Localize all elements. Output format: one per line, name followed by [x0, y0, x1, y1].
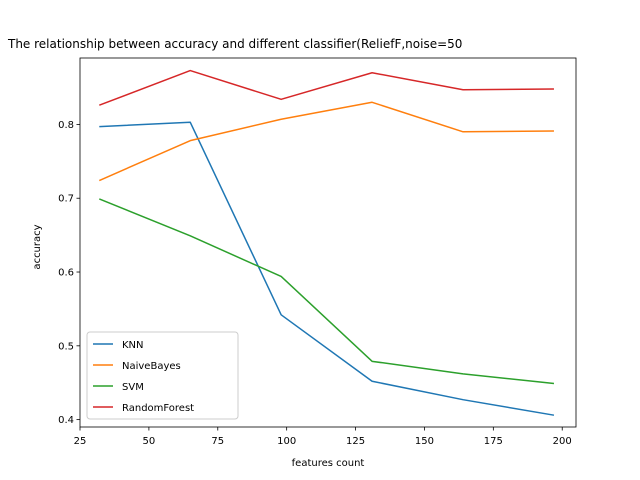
legend-label-naivebayes: NaiveBayes	[122, 361, 181, 372]
legend-box	[86, 331, 239, 420]
y-axis-title: accuracy	[32, 224, 43, 269]
x-tick-label: 50	[143, 436, 156, 447]
series-line-naivebayes	[98, 101, 554, 182]
series-line-randomforest	[99, 69, 554, 106]
y-tick-label: 0.5	[58, 341, 74, 352]
x-axis-title: features count	[292, 458, 365, 469]
x-tick-label: 25	[74, 436, 87, 447]
x-tick-label: 150	[415, 436, 434, 447]
x-tick-label: 100	[277, 436, 296, 447]
y-tick-label: 0.6	[58, 268, 74, 279]
x-tick-label: 175	[484, 436, 503, 447]
x-tick-label: 125	[346, 436, 365, 447]
y-tick-label: 0.8	[58, 120, 74, 131]
axes-frame	[79, 57, 577, 428]
legend-label-svm: SVM	[122, 382, 144, 393]
x-tick-label: 75	[211, 436, 224, 447]
legend-label-randomforest: RandomForest	[122, 403, 194, 414]
plot-area: 25 50 75 100 125 150 175 200 0.4 0.5 0.6 0.7 0.8	[58, 57, 577, 447]
legend-label-knn: KNN	[122, 340, 144, 351]
series-line-svm	[99, 198, 555, 385]
legend: KNN NaiveBayes SVM RandomForest	[86, 331, 239, 420]
y-tick-label: 0.7	[58, 194, 74, 205]
chart-title: The relationship between accuracy and di…	[7, 37, 462, 51]
y-tick-label: 0.4	[58, 415, 74, 426]
x-tick-label: 200	[553, 436, 572, 447]
series-line-knn	[99, 121, 555, 416]
